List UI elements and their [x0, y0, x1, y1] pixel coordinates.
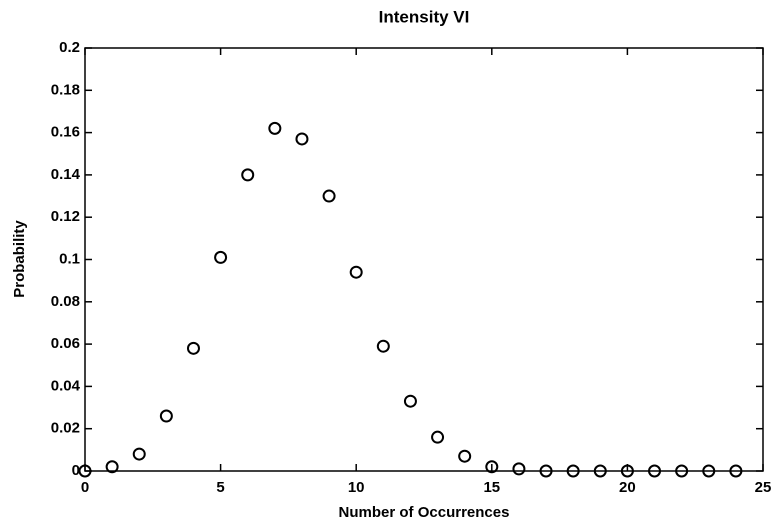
y-tick-label: 0.14 [51, 166, 81, 183]
marker [376, 339, 390, 353]
x-tick-label: 5 [216, 479, 224, 496]
marker [241, 168, 255, 182]
marker [105, 460, 119, 474]
marker [512, 462, 526, 476]
marker [593, 464, 607, 478]
marker [295, 132, 309, 146]
marker [186, 341, 200, 355]
x-tick-label: 15 [483, 479, 500, 496]
x-tick-label: 25 [755, 479, 772, 496]
y-tick-label: 0.12 [51, 208, 80, 225]
y-tick-label: 0.04 [51, 377, 81, 394]
marker [78, 464, 92, 478]
y-tick-label: 0.16 [51, 124, 80, 141]
marker [268, 121, 282, 135]
y-tick-label: 0 [72, 462, 80, 479]
marker [403, 394, 417, 408]
marker [675, 464, 689, 478]
marker [322, 189, 336, 203]
y-tick-label: 0.18 [51, 81, 80, 98]
y-tick-label: 0.1 [59, 250, 80, 267]
marker [729, 464, 743, 478]
x-axis-label: Number of Occurrences [339, 504, 510, 521]
marker [485, 460, 499, 474]
x-tick-label: 0 [81, 479, 89, 496]
marker [458, 449, 472, 463]
x-tick-label: 10 [348, 479, 365, 496]
marker [214, 250, 228, 264]
marker [539, 464, 553, 478]
y-tick-label: 0.2 [59, 39, 80, 56]
y-tick-label: 0.08 [51, 293, 80, 310]
marker [431, 430, 445, 444]
plot-frame [84, 47, 764, 472]
y-tick-label: 0.02 [51, 420, 80, 437]
marker [159, 409, 173, 423]
y-tick-label: 0.06 [51, 335, 80, 352]
marker [132, 447, 146, 461]
y-axis-label: Probability [11, 220, 28, 298]
marker [620, 464, 634, 478]
marker [349, 265, 363, 279]
marker [566, 464, 580, 478]
x-tick-label: 20 [619, 479, 636, 496]
marker [648, 464, 662, 478]
chart-title: Intensity VI [379, 7, 470, 26]
marker [702, 464, 716, 478]
